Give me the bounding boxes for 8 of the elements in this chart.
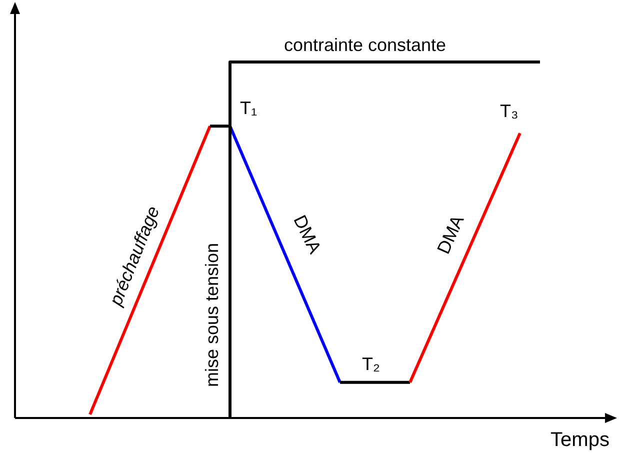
annotation: DMA <box>433 212 468 257</box>
annotation: T₂ <box>362 354 380 374</box>
annotation: DMA <box>290 212 326 257</box>
annotation: T₃ <box>500 101 518 121</box>
annotation: T₁ <box>240 98 258 118</box>
x-axis-title: Temps <box>550 429 610 451</box>
annotation: mise sous tension <box>202 242 222 388</box>
text: contrainte constante <box>284 35 446 55</box>
